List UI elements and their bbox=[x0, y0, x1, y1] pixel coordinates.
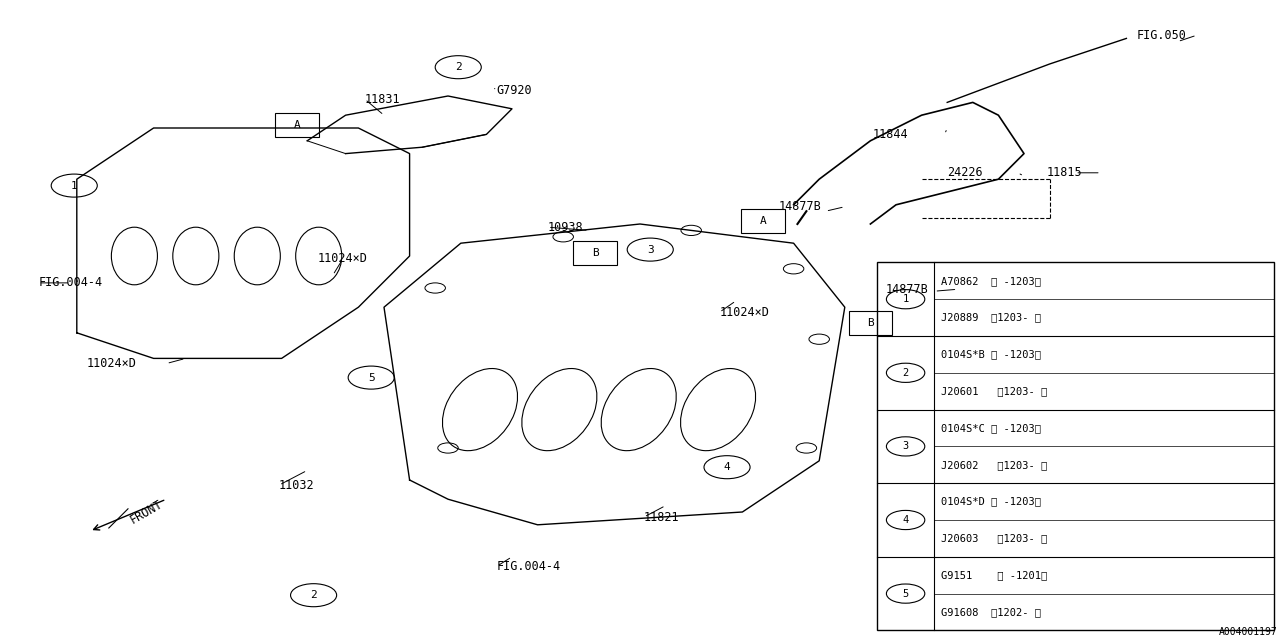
Text: J20601   〈1203- 〉: J20601 〈1203- 〉 bbox=[941, 386, 1047, 396]
Text: A004001197: A004001197 bbox=[1219, 627, 1277, 637]
Text: 11032: 11032 bbox=[279, 479, 315, 492]
Text: 14877B: 14877B bbox=[778, 200, 820, 213]
Text: 11024×D: 11024×D bbox=[719, 306, 769, 319]
Text: 0104S*B 〈 -1203〉: 0104S*B 〈 -1203〉 bbox=[941, 349, 1041, 360]
Text: 10938: 10938 bbox=[548, 221, 584, 234]
Text: A: A bbox=[759, 216, 767, 226]
Text: A: A bbox=[293, 120, 301, 130]
Text: 11024×D: 11024×D bbox=[87, 357, 137, 370]
Bar bbox=[877, 262, 1274, 630]
Text: FIG.050: FIG.050 bbox=[1137, 29, 1187, 42]
Text: FIG.004-4: FIG.004-4 bbox=[497, 560, 561, 573]
Text: 14877B: 14877B bbox=[886, 283, 928, 296]
Text: FIG.004-4: FIG.004-4 bbox=[38, 276, 102, 289]
Text: G9151    〈 -1201〉: G9151 〈 -1201〉 bbox=[941, 570, 1047, 580]
Text: 4: 4 bbox=[723, 462, 731, 472]
Text: 2: 2 bbox=[310, 590, 317, 600]
Text: G91608  〈1202- 〉: G91608 〈1202- 〉 bbox=[941, 607, 1041, 617]
Text: FRONT: FRONT bbox=[128, 497, 165, 527]
Text: 3: 3 bbox=[902, 442, 909, 451]
Text: 11024×D: 11024×D bbox=[317, 252, 367, 265]
Text: 1: 1 bbox=[902, 294, 909, 304]
Text: 5: 5 bbox=[367, 372, 375, 383]
Text: J20889  〈1203- 〉: J20889 〈1203- 〉 bbox=[941, 312, 1041, 323]
Text: 24226: 24226 bbox=[947, 166, 983, 179]
Text: 11831: 11831 bbox=[365, 93, 401, 106]
Text: 11844: 11844 bbox=[873, 128, 909, 141]
Text: 0104S*C 〈 -1203〉: 0104S*C 〈 -1203〉 bbox=[941, 423, 1041, 433]
Text: 1: 1 bbox=[70, 180, 78, 191]
Text: J20603   〈1203- 〉: J20603 〈1203- 〉 bbox=[941, 533, 1047, 543]
Text: G7920: G7920 bbox=[497, 84, 532, 97]
Text: 4: 4 bbox=[902, 515, 909, 525]
Text: B: B bbox=[591, 248, 599, 258]
Text: A70862  〈 -1203〉: A70862 〈 -1203〉 bbox=[941, 276, 1041, 286]
Text: 11821: 11821 bbox=[644, 511, 680, 524]
Text: J20602   〈1203- 〉: J20602 〈1203- 〉 bbox=[941, 460, 1047, 470]
Text: 11815: 11815 bbox=[1047, 166, 1083, 179]
Text: 2: 2 bbox=[902, 368, 909, 378]
Text: 2: 2 bbox=[454, 62, 462, 72]
Text: 3: 3 bbox=[646, 244, 654, 255]
Text: 0104S*D 〈 -1203〉: 0104S*D 〈 -1203〉 bbox=[941, 497, 1041, 507]
Text: 5: 5 bbox=[902, 589, 909, 598]
Text: B: B bbox=[867, 318, 874, 328]
